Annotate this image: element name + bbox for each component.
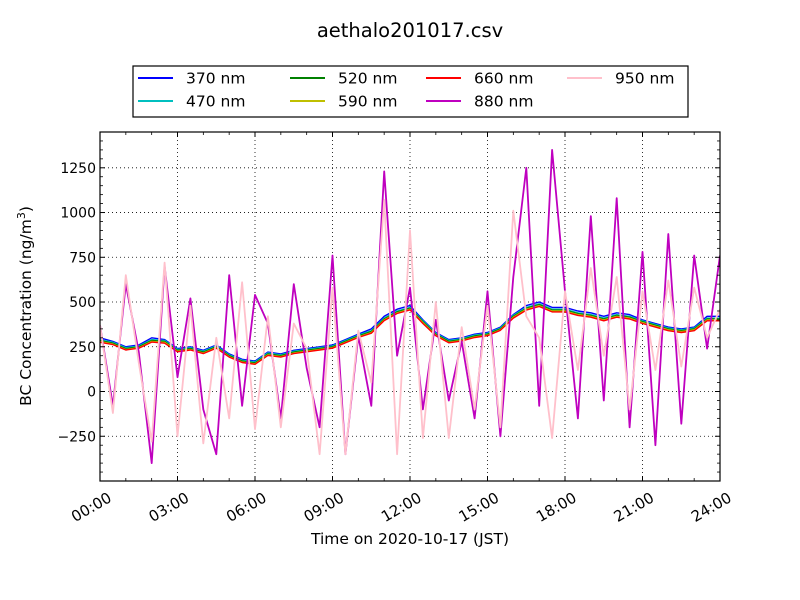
legend: 370 nm 470 nm 520 nm 590 nm 660 nm 880 nm 950 …	[132, 65, 689, 118]
series-layer	[100, 148, 720, 465]
legend-label: 660 nm	[474, 70, 533, 88]
series-line-520-nm	[100, 304, 720, 364]
y-tick-label: −250	[58, 429, 96, 445]
y-axis-label: BC Concentration (ng/m3)	[15, 206, 35, 406]
legend-label: 950 nm	[615, 70, 674, 88]
y-tick-label: 750	[69, 250, 96, 266]
chart-title: aethalo201017.csv	[317, 19, 503, 42]
y-tick-label: 250	[69, 340, 96, 356]
y-axis-label-superscript: 3	[15, 212, 28, 219]
series-line-880-nm	[100, 148, 720, 465]
legend-item-660-nm: 660 nm	[426, 70, 533, 88]
legend-item-590-nm: 590 nm	[290, 93, 397, 111]
legend-label: 590 nm	[338, 93, 397, 111]
legend-label: 880 nm	[474, 93, 533, 111]
y-tick-label: 0	[87, 385, 96, 401]
series-line-370-nm	[100, 301, 720, 362]
legend-item-950-nm: 950 nm	[567, 70, 674, 88]
y-tick-labels: −250 0 250 500 750 1000 1250	[58, 161, 96, 445]
x-axis-label: Time on 2020-10-17 (JST)	[310, 530, 509, 548]
ticks	[99, 131, 721, 481]
legend-label: 520 nm	[338, 70, 397, 88]
legend-item-470-nm: 470 nm	[138, 93, 245, 111]
legend-item-880-nm: 880 nm	[426, 93, 533, 111]
legend-label: 470 nm	[186, 93, 245, 111]
legend-label: 370 nm	[186, 70, 245, 88]
y-tick-label: 500	[69, 295, 96, 311]
legend-item-520-nm: 520 nm	[290, 70, 397, 88]
series-line-660-nm	[100, 305, 720, 365]
series-line-470-nm	[100, 303, 720, 363]
y-axis-label-main: BC Concentration (ng/m	[17, 219, 35, 406]
legend-item-370-nm: 370 nm	[138, 70, 245, 88]
y-axis-label-end: )	[17, 206, 35, 212]
y-tick-label: 1250	[60, 161, 96, 177]
series-line-950-nm	[100, 199, 720, 456]
y-tick-label: 1000	[60, 206, 96, 222]
legend-frame	[132, 65, 689, 118]
